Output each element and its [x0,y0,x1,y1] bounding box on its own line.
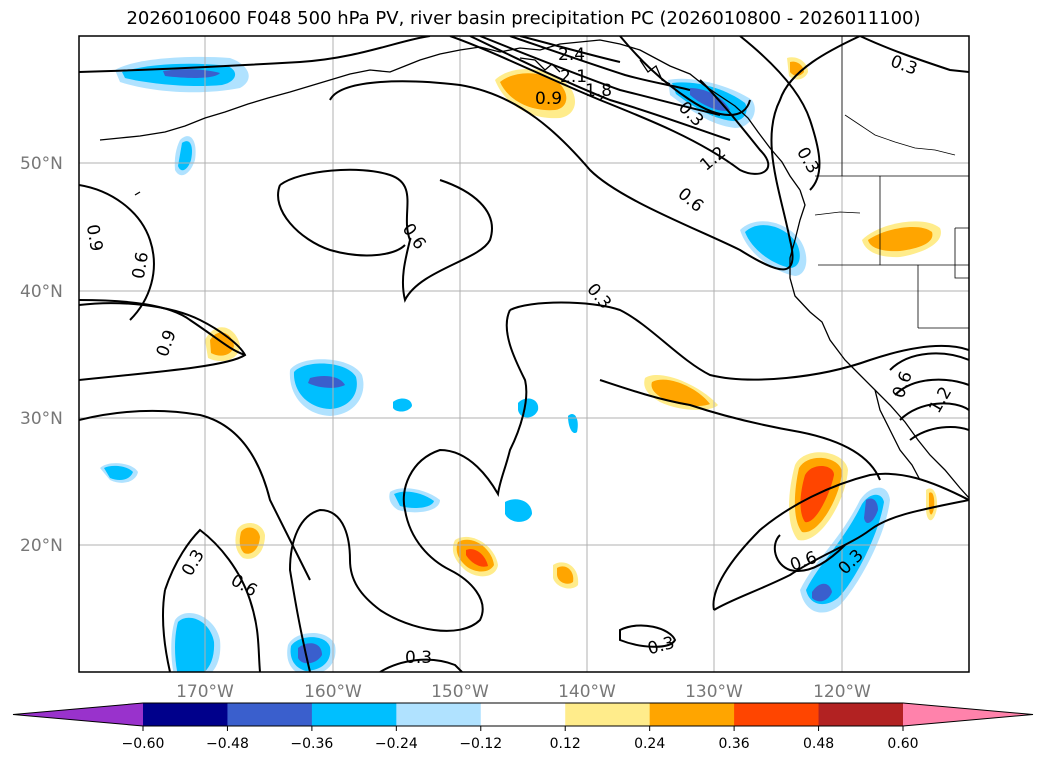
colorbar-segment [311,703,397,726]
contour-label: 0.9 [535,89,562,109]
lon-label: 120°W [813,682,871,702]
colorbar-segment [396,703,482,726]
colorbar-segment [649,703,735,726]
colorbar-tick-label: −0.24 [375,736,418,752]
colorbar-tick-label: −0.48 [206,736,249,752]
colorbar-extend-high [903,703,1033,726]
lon-label: 160°W [304,682,362,702]
lon-label: 140°W [558,682,616,702]
latitude-labels: 50°N 40°N 30°N 20°N [20,154,63,556]
contour-label: 2.4 [558,45,585,65]
contour-label: 1.8 [585,81,612,101]
pv-contours [79,36,969,672]
contour-label: 0.9 [82,223,106,253]
colorbar-tick-label: 0.24 [634,736,665,752]
colorbar-segment [227,703,313,726]
lat-label: 40°N [20,282,63,302]
contour-label: 2.1 [560,67,587,87]
colorbar-tick-label: 0.36 [719,736,750,752]
colorbar-segment [565,703,651,726]
lat-label: 50°N [20,154,63,174]
map-plot-area: 2.4 2.1 1.8 0.9 1.2 0.6 0.3 0.6 0.9 0.6 … [79,36,969,672]
lat-label: 20°N [20,536,63,556]
colorbar-segment [143,703,228,726]
colorbar-tick-label: −0.36 [290,736,333,752]
map-title: 2026010600 F048 500 hPa PV, river basin … [126,8,921,29]
colorbar-segment [818,703,904,726]
lat-label: 30°N [20,409,63,429]
lon-label: 170°W [176,682,234,702]
colorbar-tick-label: −0.12 [459,736,502,752]
colorbar-tick-label: −0.60 [122,736,165,752]
lon-label: 150°W [431,682,489,702]
borders [814,36,969,329]
colorbar-tick-label: 0.60 [887,736,918,752]
colorbar-segment [480,703,566,726]
colorbar-tick-label: 0.48 [803,736,834,752]
colorbar-ticks: −0.60 −0.48 −0.36 −0.24 −0.12 0.12 0.24 0.36 0.4… [122,726,919,752]
contour-label: 0.6 [129,250,153,280]
colorbar-segment [734,703,820,726]
map-frame [78,35,970,673]
colorbar-tick-label: 0.12 [550,736,581,752]
lon-label: 130°W [685,682,743,702]
gridlines [79,36,969,672]
longitude-labels: 170°W 160°W 150°W 140°W 130°W 120°W [176,682,871,702]
coastlines [99,39,969,499]
colorbar-extend-low [13,703,143,726]
colorbar [12,702,1034,727]
contour-label: 0.3 [405,648,432,668]
